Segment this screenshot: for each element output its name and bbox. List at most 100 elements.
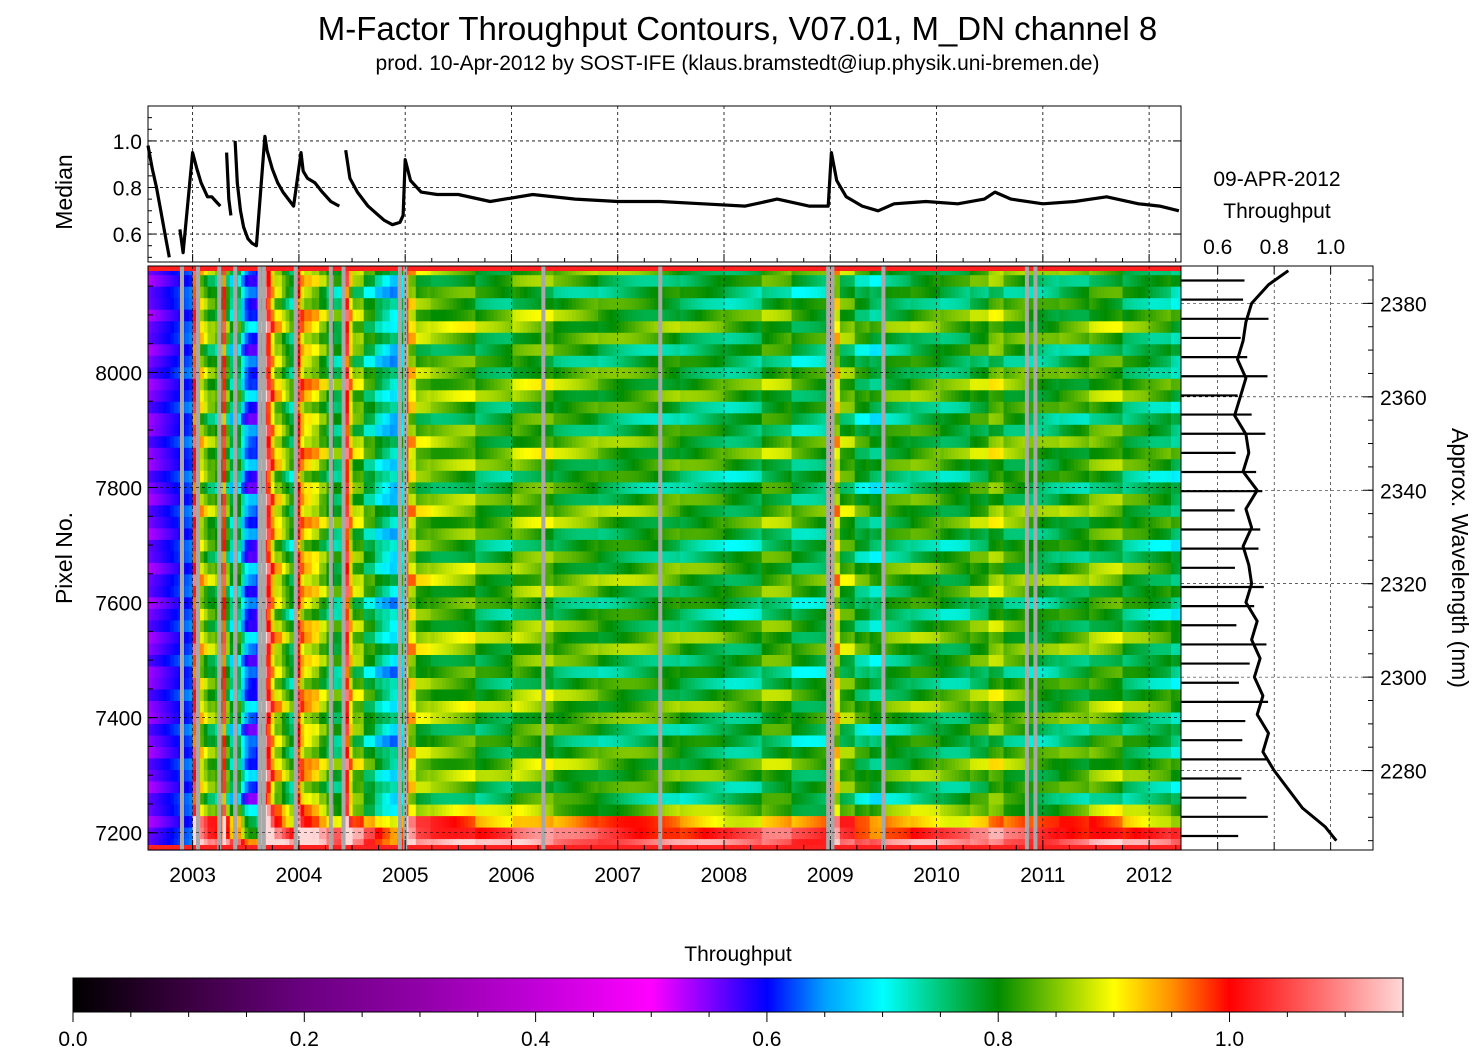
heatmap-cell [393, 642, 398, 655]
heatmap-cell [162, 562, 168, 575]
heatmap-cell [374, 619, 380, 632]
heatmap-cell [159, 286, 164, 299]
heatmap-cell [215, 378, 220, 391]
heatmap-cell [475, 539, 480, 552]
heatmap-cell [360, 573, 365, 586]
heatmap-cell [215, 827, 220, 840]
heatmap-cell [315, 424, 320, 437]
heatmap-cell [248, 688, 253, 701]
heatmap-cell [345, 343, 350, 356]
heatmap-cell [356, 504, 361, 517]
heatmap-cell [278, 642, 283, 655]
heatmap-cell [393, 389, 398, 402]
heatmap-cell [259, 424, 264, 437]
heatmap-cell [244, 700, 249, 713]
heatmap-cell [170, 573, 175, 586]
heatmap-cell [449, 573, 454, 586]
heatmap-cell [419, 654, 424, 667]
heatmap-cell [430, 804, 435, 817]
heatmap-cell [203, 286, 209, 299]
heatmap-cell [434, 688, 439, 701]
heatmap-cell [389, 309, 395, 322]
heatmap-cell [467, 297, 473, 310]
heatmap-cell [378, 746, 383, 759]
heatmap-cell [493, 527, 499, 540]
heatmap-cell [449, 700, 454, 713]
heatmap-cell [486, 286, 491, 299]
heatmap-cell [464, 274, 469, 287]
heatmap-cell [423, 769, 428, 782]
heatmap-cell [345, 435, 350, 448]
heatmap-cell [486, 332, 491, 345]
heatmap-cell [408, 366, 413, 379]
heatmap-cell [464, 619, 469, 632]
heatmap-cell [248, 504, 253, 517]
heatmap-cell [215, 642, 220, 655]
heatmap-cell [400, 355, 406, 368]
heatmap-cell [456, 447, 461, 460]
heatmap-cell [274, 781, 279, 794]
heatmap-cell [382, 631, 387, 644]
heatmap-cell [479, 447, 484, 460]
heatmap-cell [352, 815, 357, 828]
heatmap-cell [170, 838, 175, 851]
heatmap-cell [382, 320, 387, 333]
heatmap-cell [259, 550, 264, 563]
heatmap-cell [482, 274, 488, 287]
heatmap-cell [360, 642, 365, 655]
heatmap-cell [203, 343, 209, 356]
heatmap-cell [285, 631, 290, 644]
heatmap-cell [434, 746, 439, 759]
heatmap-cell [419, 527, 424, 540]
heatmap-cell [434, 378, 439, 391]
heatmap-cell [479, 424, 484, 437]
heatmap-cell [148, 734, 153, 747]
heatmap-cell [159, 504, 164, 517]
heatmap-cell [192, 585, 197, 598]
heatmap-cell [456, 343, 461, 356]
heatmap-cell [467, 355, 473, 368]
heatmap-cell [319, 619, 324, 632]
heatmap-cell [211, 539, 216, 552]
heatmap-cell [434, 815, 439, 828]
heatmap-cell [371, 458, 376, 471]
heatmap-cell [374, 401, 380, 414]
heatmap-cell [226, 665, 231, 678]
heatmap-cell [419, 297, 424, 310]
heatmap-cell [267, 781, 272, 794]
heatmap-cell [352, 677, 357, 690]
heatmap-cell [415, 734, 421, 747]
heatmap-cell [151, 309, 156, 322]
heatmap-cell [278, 838, 283, 851]
heatmap-cell [412, 792, 417, 805]
heatmap-cell [319, 286, 324, 299]
heatmap-cell [285, 792, 290, 805]
heatmap-cell [374, 389, 380, 402]
heatmap-cell [423, 723, 428, 736]
heatmap-cell [281, 401, 287, 414]
heatmap-cell [226, 757, 231, 770]
heatmap-cell [185, 504, 190, 517]
heatmap-cell [174, 769, 179, 782]
heatmap-cell [415, 769, 421, 782]
heatmap-cell [274, 493, 279, 506]
heatmap-cell [363, 769, 368, 782]
heatmap-cell [386, 412, 391, 425]
heatmap-cell [188, 827, 194, 840]
heatmap-cell [400, 700, 406, 713]
heatmap-cell [241, 550, 246, 563]
heatmap-cell [356, 573, 361, 586]
heatmap-cell [449, 665, 454, 678]
heatmap-cell [449, 815, 454, 828]
heatmap-cell [453, 504, 458, 517]
heatmap-cell [278, 573, 283, 586]
heatmap-cell [367, 493, 372, 506]
heatmap-cell [200, 654, 205, 667]
heatmap-cell [334, 424, 339, 437]
heatmap-cell [200, 631, 205, 644]
heatmap-cell [215, 493, 220, 506]
heatmap-cell [486, 343, 491, 356]
heatmap-cell [215, 274, 220, 287]
heatmap-cell [226, 688, 231, 701]
heatmap-cell [248, 769, 253, 782]
